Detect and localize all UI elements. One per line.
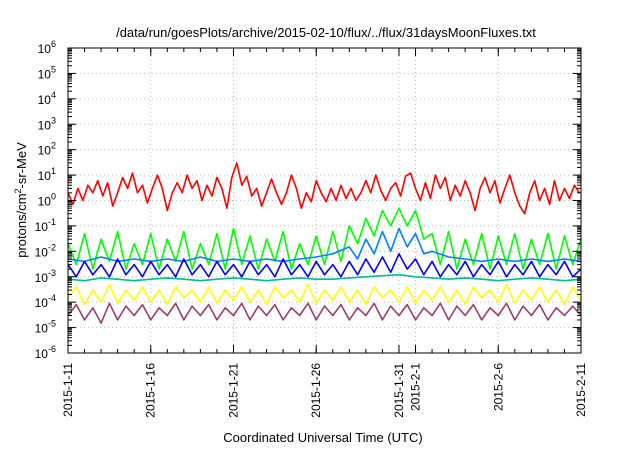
y-tick-label-base: 10 xyxy=(38,195,52,209)
y-tick-label-exponent: -2 xyxy=(48,242,56,252)
y-tick-label-base: 10 xyxy=(35,271,49,285)
series-line xyxy=(67,302,582,324)
x-axis: 2015-1-11 2015-1-16 2015-1-21 2015-1-26 2015… xyxy=(61,48,588,418)
y-tick-label-exponent: -1 xyxy=(48,217,56,227)
x-tick-label: 2015-1-11 xyxy=(61,363,75,417)
y-tick-label: 10-3 xyxy=(35,268,56,285)
series-line xyxy=(67,283,582,306)
x-tick-label: 2015-1-16 xyxy=(144,363,158,418)
y-tick-label-exponent: 6 xyxy=(51,39,56,49)
series-line xyxy=(67,162,580,215)
y-tick-label-exponent: 1 xyxy=(51,166,56,176)
y-axis: 10-610-510-410-310-210-11001011021031041… xyxy=(35,39,581,361)
y-tick-label-base: 10 xyxy=(35,245,49,259)
y-tick-label-base: 10 xyxy=(35,322,49,336)
x-tick-label: 2015-1-31 xyxy=(392,363,406,418)
y-axis-label: protons/cm2-sr-MeV xyxy=(13,142,29,258)
y-tick-label: 104 xyxy=(38,90,56,107)
y-tick-label-base: 10 xyxy=(35,347,49,361)
y-tick-label: 101 xyxy=(38,166,56,183)
y-tick-label-base: 10 xyxy=(38,93,52,107)
series-line xyxy=(67,207,582,270)
y-tick-label: 105 xyxy=(38,64,56,81)
y-tick-label: 10-1 xyxy=(35,217,56,234)
x-axis-label: Coordinated Universal Time (UTC) xyxy=(223,430,422,445)
x-tick-label: 2015-1-26 xyxy=(309,363,323,418)
y-axis-label-units: -sr-MeV xyxy=(14,142,29,189)
y-tick-label-exponent: -6 xyxy=(48,344,56,354)
y-tick-label: 10-2 xyxy=(35,242,56,259)
y-tick-label-exponent: -4 xyxy=(48,293,56,303)
y-tick-label-base: 10 xyxy=(38,67,52,81)
grid-lines xyxy=(68,48,581,353)
series-line xyxy=(67,227,582,263)
y-tick-label: 103 xyxy=(38,115,56,132)
x-tick-label: 2015-2-1 xyxy=(409,363,423,411)
y-tick-label-base: 10 xyxy=(38,42,52,56)
y-tick-label-exponent: 5 xyxy=(51,64,56,74)
y-axis-label-superscript: 2 xyxy=(13,188,23,193)
y-tick-label: 100 xyxy=(38,192,56,209)
y-tick-label-exponent: 3 xyxy=(51,115,56,125)
series-line xyxy=(67,253,582,278)
y-tick-label-exponent: 0 xyxy=(51,192,56,202)
y-tick-label-base: 10 xyxy=(38,118,52,132)
chart-title: /data/run/goesPlots/archive/2015-02-10/f… xyxy=(116,25,536,40)
y-tick-label: 10-5 xyxy=(35,319,56,336)
x-tick-label: 2015-1-21 xyxy=(226,363,240,418)
y-tick-label-base: 10 xyxy=(38,169,52,183)
y-tick-label: 10-4 xyxy=(35,293,56,310)
y-tick-label-exponent: -3 xyxy=(48,268,56,278)
series-line xyxy=(67,273,582,282)
x-tick-label: 2015-2-6 xyxy=(491,363,505,411)
y-tick-label: 106 xyxy=(38,39,56,56)
data-series xyxy=(67,162,582,324)
y-tick-label-base: 10 xyxy=(38,144,52,158)
y-tick-label-base: 10 xyxy=(35,220,49,234)
y-axis-label-main: protons/cm xyxy=(14,193,29,257)
y-tick-label-exponent: 4 xyxy=(51,90,56,100)
y-tick-label: 10-6 xyxy=(35,344,56,361)
y-tick-label-exponent: -5 xyxy=(48,319,56,329)
y-tick-label-base: 10 xyxy=(35,296,49,310)
x-tick-label: 2015-2-11 xyxy=(574,363,588,417)
y-tick-label: 102 xyxy=(38,141,56,158)
y-tick-label-exponent: 2 xyxy=(51,141,56,151)
